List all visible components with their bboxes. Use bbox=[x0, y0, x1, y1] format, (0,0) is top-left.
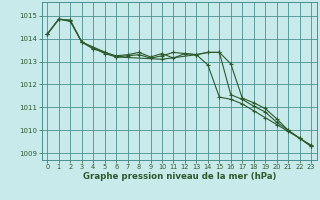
X-axis label: Graphe pression niveau de la mer (hPa): Graphe pression niveau de la mer (hPa) bbox=[83, 172, 276, 181]
